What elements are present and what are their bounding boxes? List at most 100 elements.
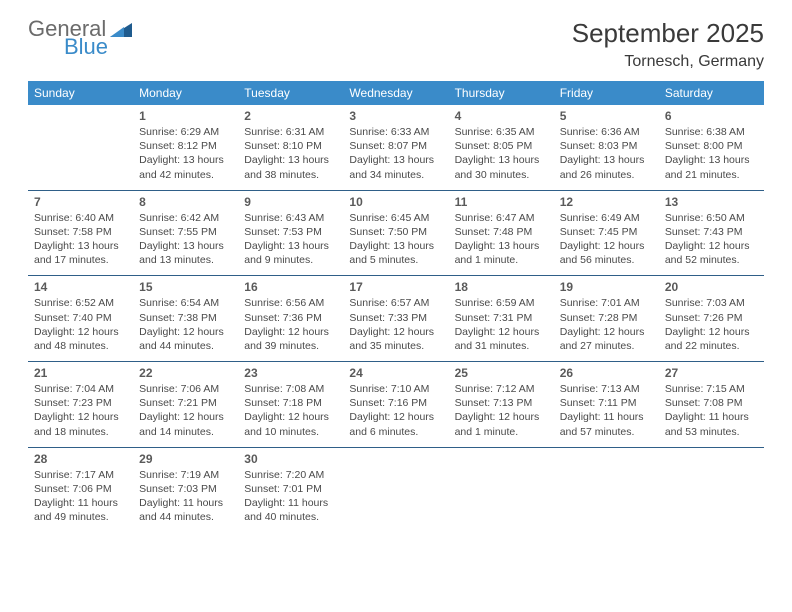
daylight-text: Daylight: 13 hours and 1 minute. (455, 239, 548, 267)
day-cell: 15Sunrise: 6:54 AMSunset: 7:38 PMDayligh… (133, 276, 238, 362)
day-info: Sunrise: 6:35 AMSunset: 8:05 PMDaylight:… (455, 125, 548, 182)
day-cell: 13 Sunrise: 6:50 AMSunset: 7:43 PMDayligh… (659, 190, 764, 276)
day-cell: 27 Sunrise: 7:15 AMSunset: 7:08 PMDayligh… (659, 362, 764, 448)
day-number: 18 (455, 280, 548, 294)
day-info: Sunrise: 6:38 AMSunset: 8:00 PMDaylight:… (665, 125, 758, 182)
sunset-text: Sunset: 7:43 PM (665, 225, 758, 239)
sunrise-text: Sunrise: 6:54 AM (139, 296, 232, 310)
day-cell: 12Sunrise: 6:49 AMSunset: 7:45 PMDayligh… (554, 190, 659, 276)
sunset-text: Sunset: 7:01 PM (244, 482, 337, 496)
daylight-text: Daylight: 12 hours and 39 minutes. (244, 325, 337, 353)
day-cell: 14Sunrise: 6:52 AMSunset: 7:40 PMDayligh… (28, 276, 133, 362)
day-number: 23 (244, 366, 337, 380)
day-number: 8 (139, 195, 232, 209)
day-cell: 30 Sunrise: 7:20 AMSunset: 7:01 PMDayligh… (238, 447, 343, 532)
day-number: 1 (139, 109, 232, 123)
logo-text-2: Blue (64, 36, 108, 58)
sunset-text: Sunset: 7:16 PM (349, 396, 442, 410)
daylight-text: Daylight: 12 hours and 22 minutes. (665, 325, 758, 353)
day-number: 5 (560, 109, 653, 123)
sunrise-text: Sunrise: 7:17 AM (34, 468, 127, 482)
day-number: 7 (34, 195, 127, 209)
daylight-text: Daylight: 12 hours and 1 minute. (455, 410, 548, 438)
sunrise-text: Sunrise: 7:20 AM (244, 468, 337, 482)
logo-triangle-icon (110, 21, 132, 37)
day-number: 21 (34, 366, 127, 380)
day-cell: 5Sunrise: 6:36 AMSunset: 8:03 PMDaylight… (554, 105, 659, 190)
day-number: 30 (244, 452, 337, 466)
day-cell: 17Sunrise: 6:57 AMSunset: 7:33 PMDayligh… (343, 276, 448, 362)
sunset-text: Sunset: 8:00 PM (665, 139, 758, 153)
day-info: Sunrise: 6:40 AMSunset: 7:58 PMDaylight:… (34, 211, 127, 268)
day-cell: 16Sunrise: 6:56 AMSunset: 7:36 PMDayligh… (238, 276, 343, 362)
daylight-text: Daylight: 11 hours and 44 minutes. (139, 496, 232, 524)
day-info: Sunrise: 7:20 AMSunset: 7:01 PMDaylight:… (244, 468, 337, 525)
day-cell: 26Sunrise: 7:13 AMSunset: 7:11 PMDayligh… (554, 362, 659, 448)
day-number: 11 (455, 195, 548, 209)
sunrise-text: Sunrise: 7:12 AM (455, 382, 548, 396)
day-info: Sunrise: 6:56 AMSunset: 7:36 PMDaylight:… (244, 296, 337, 353)
day-info: Sunrise: 7:12 AMSunset: 7:13 PMDaylight:… (455, 382, 548, 439)
day-number: 27 (665, 366, 758, 380)
day-cell: 8Sunrise: 6:42 AMSunset: 7:55 PMDaylight… (133, 190, 238, 276)
day-cell: 29Sunrise: 7:19 AMSunset: 7:03 PMDayligh… (133, 447, 238, 532)
sunset-text: Sunset: 7:28 PM (560, 311, 653, 325)
day-number: 6 (665, 109, 758, 123)
sunrise-text: Sunrise: 7:01 AM (560, 296, 653, 310)
day-cell: 28Sunrise: 7:17 AMSunset: 7:06 PMDayligh… (28, 447, 133, 532)
dow-tuesday: Tuesday (238, 81, 343, 105)
week-row: 1Sunrise: 6:29 AMSunset: 8:12 PMDaylight… (28, 105, 764, 190)
day-number: 24 (349, 366, 442, 380)
day-cell: 1Sunrise: 6:29 AMSunset: 8:12 PMDaylight… (133, 105, 238, 190)
sunset-text: Sunset: 8:05 PM (455, 139, 548, 153)
day-cell: 22Sunrise: 7:06 AMSunset: 7:21 PMDayligh… (133, 362, 238, 448)
day-info: Sunrise: 6:50 AMSunset: 7:43 PMDaylight:… (665, 211, 758, 268)
sunset-text: Sunset: 7:33 PM (349, 311, 442, 325)
day-number: 13 (665, 195, 758, 209)
sunrise-text: Sunrise: 6:36 AM (560, 125, 653, 139)
dow-saturday: Saturday (659, 81, 764, 105)
day-info: Sunrise: 6:54 AMSunset: 7:38 PMDaylight:… (139, 296, 232, 353)
daylight-text: Daylight: 12 hours and 18 minutes. (34, 410, 127, 438)
sunrise-text: Sunrise: 6:31 AM (244, 125, 337, 139)
day-info: Sunrise: 6:45 AMSunset: 7:50 PMDaylight:… (349, 211, 442, 268)
day-number: 3 (349, 109, 442, 123)
day-info: Sunrise: 7:17 AMSunset: 7:06 PMDaylight:… (34, 468, 127, 525)
sunrise-text: Sunrise: 7:03 AM (665, 296, 758, 310)
sunset-text: Sunset: 7:13 PM (455, 396, 548, 410)
sunrise-text: Sunrise: 7:15 AM (665, 382, 758, 396)
day-info: Sunrise: 6:43 AMSunset: 7:53 PMDaylight:… (244, 211, 337, 268)
sunrise-text: Sunrise: 6:52 AM (34, 296, 127, 310)
dow-wednesday: Wednesday (343, 81, 448, 105)
sunrise-text: Sunrise: 7:06 AM (139, 382, 232, 396)
daylight-text: Daylight: 11 hours and 40 minutes. (244, 496, 337, 524)
daylight-text: Daylight: 11 hours and 57 minutes. (560, 410, 653, 438)
sunrise-text: Sunrise: 6:45 AM (349, 211, 442, 225)
daylight-text: Daylight: 12 hours and 14 minutes. (139, 410, 232, 438)
day-cell: 2Sunrise: 6:31 AMSunset: 8:10 PMDaylight… (238, 105, 343, 190)
sunset-text: Sunset: 7:31 PM (455, 311, 548, 325)
day-number: 19 (560, 280, 653, 294)
day-cell: 18Sunrise: 6:59 AMSunset: 7:31 PMDayligh… (449, 276, 554, 362)
sunset-text: Sunset: 7:40 PM (34, 311, 127, 325)
sunrise-text: Sunrise: 6:57 AM (349, 296, 442, 310)
sunset-text: Sunset: 7:26 PM (665, 311, 758, 325)
sunset-text: Sunset: 7:38 PM (139, 311, 232, 325)
dow-friday: Friday (554, 81, 659, 105)
day-info: Sunrise: 7:06 AMSunset: 7:21 PMDaylight:… (139, 382, 232, 439)
sunrise-text: Sunrise: 6:49 AM (560, 211, 653, 225)
daylight-text: Daylight: 12 hours and 44 minutes. (139, 325, 232, 353)
day-cell: 11Sunrise: 6:47 AMSunset: 7:48 PMDayligh… (449, 190, 554, 276)
daylight-text: Daylight: 13 hours and 42 minutes. (139, 153, 232, 181)
sunrise-text: Sunrise: 6:33 AM (349, 125, 442, 139)
day-info: Sunrise: 7:04 AMSunset: 7:23 PMDaylight:… (34, 382, 127, 439)
day-cell (343, 447, 448, 532)
day-info: Sunrise: 7:15 AMSunset: 7:08 PMDaylight:… (665, 382, 758, 439)
week-row: 14Sunrise: 6:52 AMSunset: 7:40 PMDayligh… (28, 276, 764, 362)
sunrise-text: Sunrise: 6:40 AM (34, 211, 127, 225)
day-cell (449, 447, 554, 532)
sunrise-text: Sunrise: 6:43 AM (244, 211, 337, 225)
sunrise-text: Sunrise: 6:35 AM (455, 125, 548, 139)
sunset-text: Sunset: 7:36 PM (244, 311, 337, 325)
day-cell: 4Sunrise: 6:35 AMSunset: 8:05 PMDaylight… (449, 105, 554, 190)
